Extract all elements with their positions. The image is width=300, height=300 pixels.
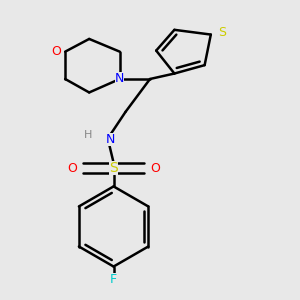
- Text: N: N: [115, 73, 124, 85]
- Text: O: O: [68, 162, 77, 175]
- Text: S: S: [109, 161, 118, 175]
- Text: H: H: [84, 130, 93, 140]
- Text: O: O: [150, 162, 160, 175]
- Text: O: O: [51, 45, 61, 58]
- Text: S: S: [218, 26, 226, 39]
- Text: N: N: [106, 133, 115, 146]
- Text: F: F: [110, 273, 117, 286]
